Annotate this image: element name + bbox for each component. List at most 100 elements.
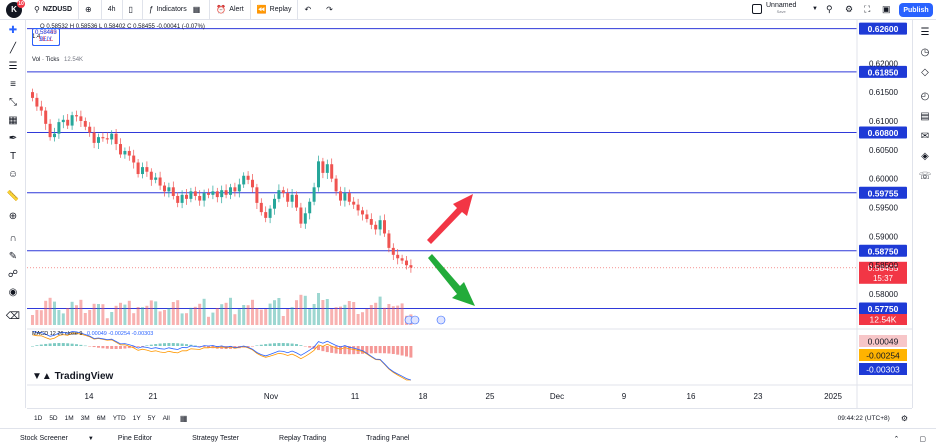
timeframe-all[interactable]: All [162,415,170,422]
clock-display[interactable]: 09:44:22 (UTC+8) [837,415,890,422]
macd-signal-line [32,332,411,381]
macd-histogram-bar [369,346,373,354]
macd-histogram-bar [132,346,136,348]
trash-icon[interactable]: ⌫ [5,311,21,322]
chart-type-button[interactable]: ▯ [123,0,143,20]
timeframe-1y[interactable]: 1Y [132,415,141,422]
ideas-icon[interactable]: ◈ [921,151,929,162]
undo-button[interactable]: ↶ [298,0,320,20]
candle-body [361,210,364,215]
text-icon[interactable]: T [9,151,17,162]
chevron-down-icon[interactable]: ▼ [812,6,818,12]
candle-body [334,178,338,192]
timeframe-3m[interactable]: 3M [80,415,90,422]
chevron-down-icon[interactable]: ▼ [87,435,94,442]
date-range-icon[interactable]: ▦ [179,414,188,423]
timeframe-1d[interactable]: 1D [34,415,43,422]
tab-pine-editor[interactable]: Pine Editor [98,435,172,442]
settings-gear-icon[interactable]: ⚙ [845,4,854,14]
price-tick-label: 0.61000 [869,117,898,126]
layout-box-icon[interactable] [752,4,762,14]
prediction-icon[interactable]: ▦ [8,115,18,126]
brush-icon[interactable]: ✒ [8,133,18,144]
zoom-in-icon[interactable]: ⊕ [8,211,18,222]
lock-drawings-icon[interactable]: ✎ [8,251,18,262]
level-price-tag [859,126,907,139]
tab-stock-screener[interactable]: Stock Screener [0,435,88,442]
eye-icon[interactable]: ◉ [8,287,18,298]
candle-body [229,187,232,195]
buy-button[interactable]: 0.58463 BUY [32,28,60,46]
macd-histogram-bar [339,346,342,354]
save-label: Save [776,9,786,14]
data-window-icon[interactable]: ◴ [920,91,930,102]
macd-histogram-bar [378,346,382,354]
hotlist-icon[interactable]: ▤ [920,111,930,122]
event-flag-icon [410,315,420,325]
symbol-search[interactable]: ⚲ NZDUSD [28,0,80,20]
candle-body [391,247,395,255]
time-axis: 14 21 Nov 11 18 25 Dec 9 16 23 2025 [85,392,843,401]
redo-icon: ↷ [326,5,333,14]
timeframe-1m[interactable]: 1M [64,415,74,422]
watchlist-icon[interactable]: ☰ [920,27,930,38]
indicators-button[interactable]: ƒ Indicators ▦ [143,0,211,20]
camera-icon[interactable]: ▣ [882,4,891,14]
price-chart[interactable]: 0.62600 0.61850 0.60800 0.59755 0.58750 0.577… [27,20,912,408]
candle-body [114,133,118,145]
notifications-icon[interactable]: ☏ [918,171,932,182]
publish-button[interactable]: Publish [899,3,933,17]
layers-icon[interactable]: ◇ [921,67,929,78]
candle-body [281,190,285,194]
horizontal-lines-icon[interactable]: ☰ [8,61,18,72]
volume-bar [123,304,127,325]
candle-body [97,137,100,143]
timeframe-5d[interactable]: 5D [49,415,58,422]
fib-icon[interactable]: ≡ [10,79,16,90]
ruler-icon[interactable]: 📏 [6,191,20,202]
search-icon[interactable]: ⚲ [826,4,833,14]
interval-button[interactable]: 4h [102,0,123,20]
timeframe-ytd[interactable]: YTD [112,415,126,422]
volume-bar [61,313,65,325]
volume-bar [39,310,43,325]
replay-button[interactable]: ⏪ Replay [251,0,299,20]
trend-line-icon[interactable]: ╱ [9,43,17,54]
timeframe-6m[interactable]: 6M [96,415,106,422]
chat-icon[interactable]: ✉ [920,131,930,142]
candle-body [35,97,39,107]
candle-body [295,194,298,208]
volume-bar [277,298,281,325]
redo-button[interactable]: ↷ [320,0,342,20]
user-avatar[interactable]: K 10 [6,0,25,18]
macd-histogram-bar [176,343,180,346]
tab-trading-panel[interactable]: Trading Panel [346,435,429,442]
crosshair-icon[interactable]: ✚ [8,25,18,36]
smiley-icon[interactable]: ☺ [7,169,19,180]
alert-button[interactable]: ⏰ Alert [210,0,251,20]
maximize-panel-icon[interactable]: ▢ [919,435,926,443]
settings-gear-icon[interactable]: ⚙ [900,414,908,423]
candle-body [66,119,70,126]
macd-value-label: -0.00254 [866,351,900,361]
macd-histogram-bar [264,344,268,346]
volume-bar [180,313,184,325]
candle-body [378,220,382,230]
candle-body [198,195,202,201]
candle-body [141,167,144,175]
compare-button[interactable]: ⊕ [79,0,102,20]
tab-strategy-tester[interactable]: Strategy Tester [172,435,259,442]
layout-name[interactable]: Unnamed Save [766,2,796,14]
volume-bar [193,306,197,325]
macd-histogram-bar [273,343,276,346]
collapse-panel-icon[interactable]: ⌃ [893,435,900,443]
alerts-clock-icon[interactable]: ◷ [920,47,930,58]
fullscreen-icon[interactable]: ⛶ [864,4,871,14]
lock-icon[interactable]: ☍ [7,269,19,280]
macd-histogram-bar [114,346,118,349]
magnet-icon[interactable]: ∩ [9,233,17,244]
pattern-icon[interactable]: ⤡ [9,97,17,108]
tab-replay-trading[interactable]: Replay Trading [259,435,346,442]
macd-histogram-bar [361,346,364,354]
timeframe-5y[interactable]: 5Y [147,415,156,422]
